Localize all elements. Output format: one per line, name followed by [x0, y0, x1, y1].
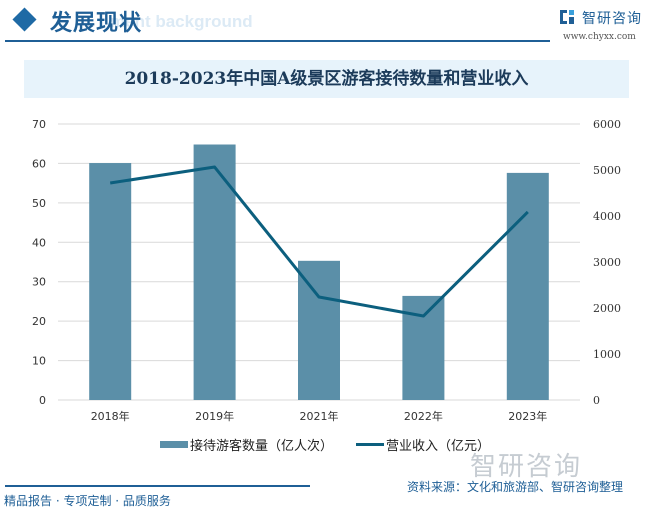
- x-tick-label: 2023年: [508, 409, 547, 423]
- y-left-tick: 30: [32, 276, 46, 289]
- line-revenue: [109, 165, 529, 318]
- logo-url: www.chyxx.com: [563, 32, 636, 42]
- legend-item-revenue: 营业收入（亿元）: [356, 435, 490, 454]
- combo-chart: 0 10 20 30 40 50 60 70 0 1000 2000 3000 4000 5000 6000…: [32, 118, 621, 423]
- bar-swatch-icon: [160, 441, 188, 448]
- logo-mark-icon: [560, 10, 574, 24]
- x-tick-label: 2021年: [300, 409, 339, 423]
- bar-visitors: [402, 295, 445, 400]
- bar-visitors: [506, 172, 549, 400]
- y-left-tick: 10: [32, 355, 46, 368]
- diamond-bullet-icon: [12, 7, 37, 32]
- x-tick-label: 2022年: [404, 409, 443, 423]
- bar-visitors: [298, 260, 340, 400]
- y-right-tick: 2000: [593, 302, 621, 315]
- watermark-logo: 智研咨询: [470, 452, 583, 482]
- legend-label-visitors: 接待游客数量（亿人次）: [190, 439, 334, 454]
- y-left-tick: 60: [32, 157, 46, 170]
- y-left-tick: 20: [32, 315, 46, 328]
- y-left-tick: 40: [32, 236, 46, 249]
- logo-name: 智研咨询: [582, 11, 642, 27]
- page-header: ment background 发展现状 智研咨询 www.chyxx.com: [0, 0, 655, 50]
- section-background-text: ment background: [110, 12, 253, 31]
- footer-tagline: 精品报告 · 专项定制 · 品质服务: [4, 494, 171, 508]
- chart-title-bar: 2018-2023年中国A级景区游客接待数量和营业收入: [24, 60, 629, 98]
- data-source: 资料来源：文化和旅游部、智研咨询整理: [407, 480, 624, 494]
- bar-visitors: [193, 144, 236, 400]
- chart-title: 2018-2023年中国A级景区游客接待数量和营业收入: [124, 69, 529, 89]
- y-left-tick: 70: [32, 118, 46, 131]
- legend-label-revenue: 营业收入（亿元）: [386, 439, 491, 454]
- x-tick-label: 2019年: [195, 409, 234, 423]
- y-left-tick: 0: [39, 394, 46, 407]
- y-right-tick: 5000: [593, 164, 621, 177]
- y-right-tick: 4000: [593, 210, 621, 223]
- header-divider: [5, 40, 550, 42]
- x-tick-label: 2018年: [91, 409, 130, 423]
- y-right-tick: 6000: [593, 118, 621, 131]
- line-swatch-icon: [356, 443, 384, 446]
- legend-item-visitors: 接待游客数量（亿人次）: [160, 435, 333, 454]
- y-right-tick: 1000: [593, 348, 621, 361]
- footer-divider: [5, 485, 310, 487]
- y-right-tick: 3000: [593, 256, 621, 269]
- bar-visitors: [89, 163, 132, 400]
- section-title: 发展现状: [50, 11, 143, 36]
- y-left-tick: 50: [32, 197, 46, 210]
- y-right-tick: 0: [593, 394, 600, 407]
